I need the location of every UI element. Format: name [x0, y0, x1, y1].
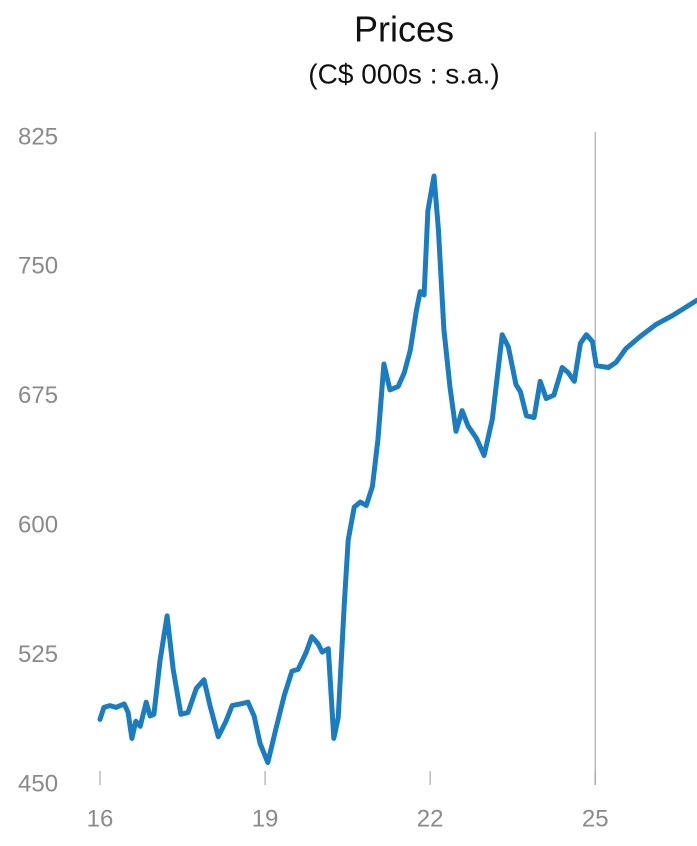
x-tick-label: 25: [582, 805, 609, 832]
y-tick-label: 675: [18, 382, 58, 409]
y-tick-label: 750: [18, 253, 58, 280]
y-tick-label: 825: [18, 123, 58, 150]
x-tick-label: 19: [252, 805, 279, 832]
y-tick-label: 525: [18, 641, 58, 668]
y-tick-label: 600: [18, 512, 58, 539]
x-tick-label: 22: [417, 805, 444, 832]
price-line: [97, 173, 697, 766]
chart-subtitle: (C$ 000s : s.a.): [308, 58, 499, 89]
y-tick-label: 450: [18, 770, 58, 797]
chart-title: Prices: [354, 9, 454, 50]
x-tick-label: 16: [87, 805, 114, 832]
